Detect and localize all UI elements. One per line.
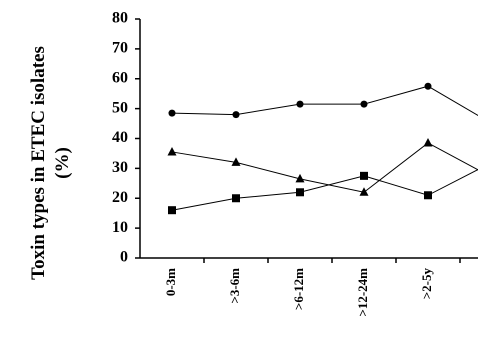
x-tick-label: >3-6m bbox=[227, 268, 242, 304]
y-tick-label: 10 bbox=[112, 219, 128, 236]
x-tick-label: >2-5y bbox=[419, 268, 434, 300]
x-tick-label: >6-12m bbox=[291, 268, 306, 310]
x-tick-label: 0-3m bbox=[163, 268, 178, 296]
y-tick-label: 80 bbox=[112, 10, 128, 27]
y-tick-label: 30 bbox=[112, 159, 128, 176]
point bbox=[231, 157, 241, 166]
point bbox=[296, 100, 304, 108]
series-line bbox=[171, 85, 478, 116]
point bbox=[423, 137, 433, 147]
point bbox=[232, 194, 240, 203]
point bbox=[424, 191, 432, 200]
point bbox=[232, 111, 240, 119]
y-axis-title: Toxin types in ETEC isolates (%) bbox=[28, 46, 73, 280]
point bbox=[359, 187, 369, 196]
series-line bbox=[171, 169, 478, 211]
y-tick-label: 20 bbox=[112, 189, 128, 206]
point bbox=[424, 82, 432, 90]
y-axis-title-line: Toxin types in ETEC isolates bbox=[28, 46, 49, 280]
y-tick-label: 70 bbox=[112, 40, 128, 57]
y-tick-label: 40 bbox=[112, 129, 128, 146]
y-axis-title-line: (%) bbox=[52, 147, 73, 179]
point bbox=[360, 171, 368, 180]
point bbox=[296, 188, 304, 197]
x-tick-label: >12-24m bbox=[355, 268, 370, 317]
point bbox=[360, 100, 368, 108]
point bbox=[167, 146, 177, 156]
point bbox=[168, 206, 176, 215]
y-tick-label: 0 bbox=[120, 249, 128, 266]
point bbox=[168, 109, 176, 117]
y-tick-label: 60 bbox=[112, 69, 128, 86]
point bbox=[295, 173, 305, 183]
y-tick-label: 50 bbox=[112, 99, 128, 116]
series-line bbox=[171, 142, 478, 193]
